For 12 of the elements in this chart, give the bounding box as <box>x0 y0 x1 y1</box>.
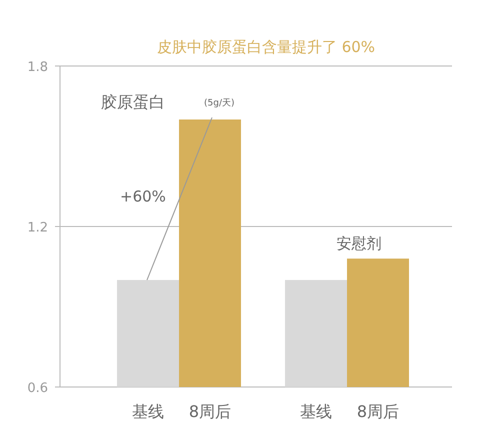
annotation: +60% <box>120 188 166 206</box>
y-tick-label: 1.8 <box>27 60 48 75</box>
y-tick-label: 0.6 <box>27 381 48 396</box>
x-tick-label: 基线 <box>132 402 164 421</box>
x-tick-label: 基线 <box>300 402 332 421</box>
x-tick-label: 8周后 <box>356 402 400 421</box>
annotation: 安慰剂 <box>336 234 382 253</box>
x-tick-label: 8周后 <box>188 402 232 421</box>
y-tick-label: 1.2 <box>27 220 48 236</box>
chart-title: 皮肤中胶原蛋白含量提升了 60% <box>156 38 376 56</box>
annotation: 胶原蛋白 <box>101 92 165 112</box>
annotation: (5g/天) <box>204 98 234 108</box>
